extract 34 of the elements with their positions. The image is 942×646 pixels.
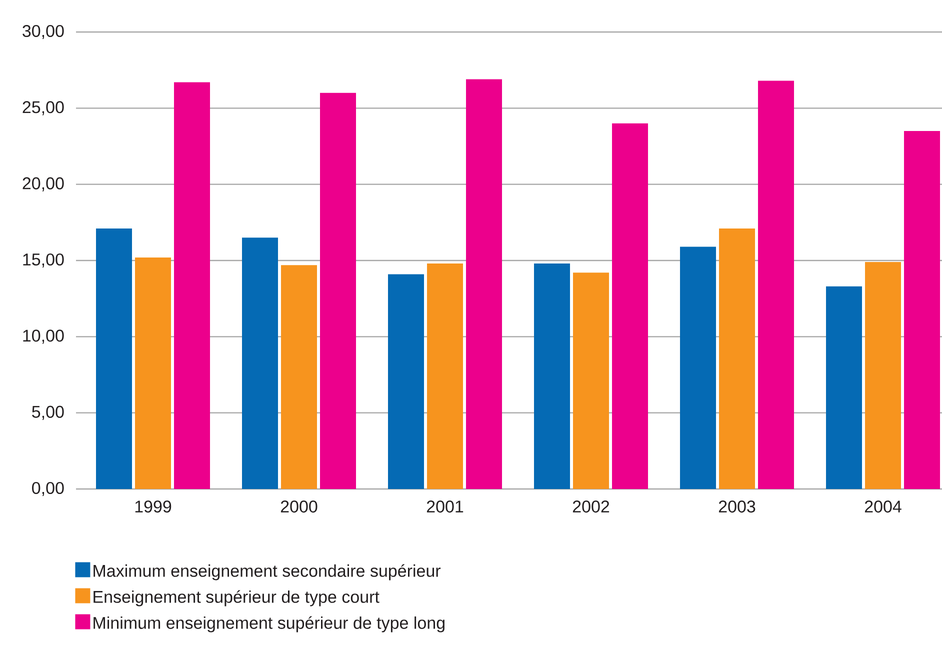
x-tick-label: 2003 xyxy=(718,500,756,513)
bar xyxy=(281,265,318,489)
bar xyxy=(320,92,356,489)
bar xyxy=(96,228,132,489)
bar xyxy=(758,80,794,489)
bar xyxy=(135,257,172,489)
bar xyxy=(904,131,940,489)
x-tick-label: 2004 xyxy=(864,500,902,513)
bar xyxy=(534,264,570,489)
legend-label: Maximum enseignement secondaire supérieur xyxy=(94,564,441,580)
bar xyxy=(680,246,716,489)
bar xyxy=(388,274,424,489)
y-tick-label: 15,00 xyxy=(23,253,64,268)
bar xyxy=(865,262,902,489)
y-tick-label: 0,00 xyxy=(32,482,64,496)
bar xyxy=(427,264,464,489)
x-tick-label: 1999 xyxy=(135,500,172,513)
y-tick-label: 5,00 xyxy=(32,406,64,420)
bar xyxy=(466,79,502,489)
bar xyxy=(612,123,648,489)
y-tick-label: 10,00 xyxy=(23,330,64,344)
x-tick-label: 2000 xyxy=(280,500,318,513)
bar xyxy=(573,272,610,489)
y-tick-label: 20,00 xyxy=(22,177,64,192)
legend-label: Minimum enseignement supérieur de type long xyxy=(94,616,444,632)
x-tick-label: 2001 xyxy=(426,500,464,513)
bar xyxy=(242,238,278,489)
bar xyxy=(174,82,210,489)
bar xyxy=(719,228,756,489)
bar xyxy=(826,286,862,489)
x-tick-label: 2002 xyxy=(572,500,610,513)
y-tick-label: 30,00 xyxy=(22,24,64,40)
legend-label: Enseignement supérieur de type court xyxy=(94,590,380,606)
y-tick-label: 25,00 xyxy=(22,101,64,116)
